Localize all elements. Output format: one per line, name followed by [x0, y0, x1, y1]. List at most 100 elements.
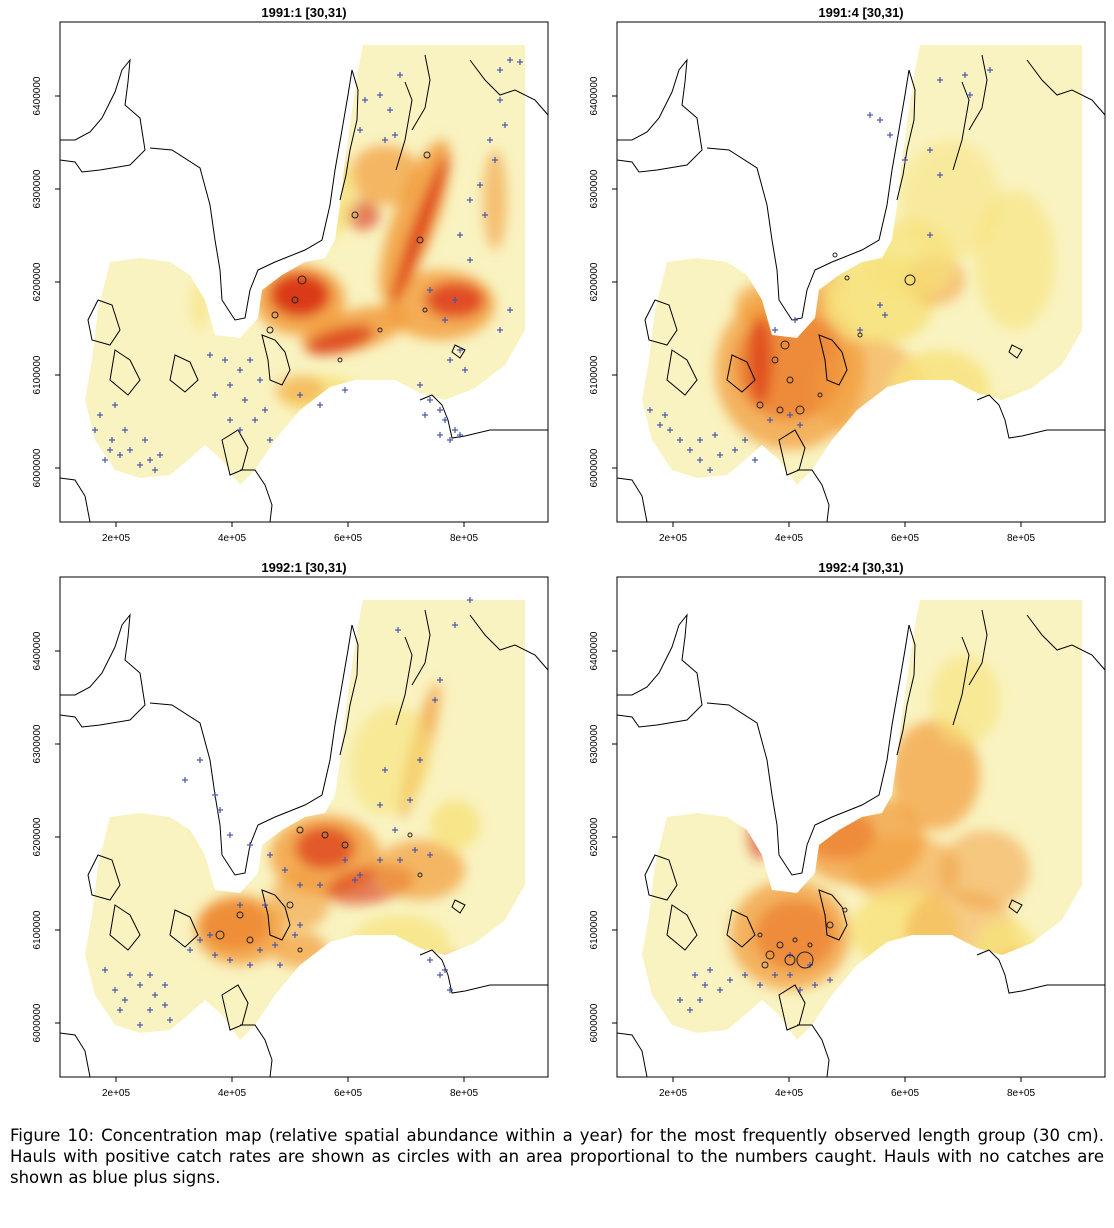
coastline: [778, 984, 806, 1031]
no-catch-plus-icon: [237, 427, 243, 433]
no-catch-plus-icon: [457, 432, 463, 438]
y-tick-label: 6200000: [32, 262, 43, 301]
no-catch-plus-icon: [267, 437, 273, 443]
no-catch-plus-icon: [677, 437, 683, 443]
no-catch-plus-icon: [677, 997, 683, 1003]
plot-frame: [616, 21, 1106, 523]
no-catch-plus-icon: [507, 57, 513, 63]
coastline: [1008, 344, 1023, 359]
no-catch-plus-icon: [297, 882, 303, 888]
concentration-patch: [890, 720, 980, 830]
x-tick-label: 8e+05: [450, 1088, 479, 1099]
no-catch-plus-icon: [462, 367, 468, 373]
catch-circle: [796, 951, 814, 969]
no-catch-plus-icon: [142, 437, 148, 443]
map-panel-1992-4: 1992:4 [30,31) 2e+05 4e+05 6e+05 8e+05 600000…: [557, 555, 1114, 1110]
concentration-patch: [975, 920, 1035, 980]
catch-circle: [817, 392, 823, 398]
catch-circle: [857, 332, 863, 338]
no-catch-plus-icon: [377, 92, 383, 98]
x-tick-label: 6e+05: [891, 533, 920, 544]
y-tick-label: 6400000: [589, 631, 600, 670]
no-catch-plus-icon: [357, 872, 363, 878]
map-svg: 1991:4 [30,31) 2e+05 4e+05 6e+05 8e+05 600000…: [589, 5, 1106, 544]
coastline: [666, 904, 698, 951]
coastline: [109, 904, 141, 951]
no-catch-plus-icon: [772, 972, 778, 978]
no-catch-plus-icon: [137, 462, 143, 468]
no-catch-plus-icon: [882, 312, 888, 318]
coastline: [419, 949, 548, 994]
coastline: [818, 334, 848, 386]
no-catch-plus-icon: [787, 972, 793, 978]
catch-circle: [842, 907, 848, 913]
x-tick-label: 2e+05: [102, 1088, 131, 1099]
catch-circle: [321, 831, 329, 839]
no-catch-plus-icon: [257, 377, 263, 383]
panel-title: 1991:4 [30,31): [818, 5, 903, 20]
no-catch-plus-icon: [117, 1007, 123, 1013]
coastline: [644, 299, 678, 346]
coastline: [616, 1032, 648, 1078]
no-catch-plus-icon: [937, 77, 943, 83]
no-catch-plus-icon: [227, 957, 233, 963]
x-tick-label: 6e+05: [334, 533, 363, 544]
no-catch-plus-icon: [717, 987, 723, 993]
no-catch-plus-icon: [812, 982, 818, 988]
no-catch-plus-icon: [697, 457, 703, 463]
catch-circle: [771, 356, 779, 364]
no-catch-plus-icon: [212, 792, 218, 798]
no-catch-plus-icon: [442, 317, 448, 323]
no-catch-plus-icon: [482, 212, 488, 218]
no-catch-plus-icon: [707, 967, 713, 973]
no-catch-plus-icon: [492, 157, 498, 163]
y-tick-label: 6200000: [589, 262, 600, 301]
coastline: [411, 609, 431, 686]
plot-frame: [59, 576, 549, 1078]
no-catch-plus-icon: [107, 447, 113, 453]
no-catch-plus-icon: [397, 857, 403, 863]
no-catch-plus-icon: [502, 122, 508, 128]
concentration-patch: [350, 145, 420, 205]
no-catch-plus-icon: [207, 932, 213, 938]
no-catch-plus-icon: [122, 427, 128, 433]
no-catch-plus-icon: [452, 622, 458, 628]
catch-circle: [246, 936, 254, 944]
no-catch-plus-icon: [697, 437, 703, 443]
no-catch-plus-icon: [497, 67, 503, 73]
no-catch-plus-icon: [147, 1007, 153, 1013]
no-catch-plus-icon: [297, 392, 303, 398]
no-catch-plus-icon: [297, 922, 303, 928]
concentration-patch: [940, 830, 1030, 910]
coastline: [1026, 614, 1106, 671]
concentration-patch: [997, 950, 1033, 990]
no-catch-plus-icon: [772, 327, 778, 333]
catch-circle: [215, 930, 225, 940]
no-catch-plus-icon: [697, 997, 703, 1003]
no-catch-plus-icon: [927, 232, 933, 238]
no-catch-plus-icon: [467, 597, 473, 603]
no-catch-plus-icon: [277, 962, 283, 968]
no-catch-plus-icon: [362, 97, 368, 103]
coastline: [952, 636, 970, 726]
coastline: [411, 54, 431, 131]
no-catch-plus-icon: [342, 857, 348, 863]
no-catch-plus-icon: [447, 987, 453, 993]
concentration-layer: [190, 139, 507, 415]
no-catch-plus-icon: [97, 412, 103, 418]
no-catch-plus-icon: [262, 407, 268, 413]
coastline: [261, 334, 291, 386]
coastline: [706, 69, 910, 321]
coastline: [339, 624, 359, 756]
no-catch-plus-icon: [395, 627, 401, 633]
no-catch-plus-icon: [137, 1022, 143, 1028]
no-catch-plus-icon: [267, 852, 273, 858]
no-catch-plus-icon: [157, 452, 163, 458]
catch-circle: [776, 941, 784, 949]
coastline: [616, 477, 648, 523]
no-catch-plus-icon: [342, 387, 348, 393]
no-catch-plus-icon: [757, 982, 763, 988]
no-catch-plus-icon: [447, 437, 453, 443]
panel-title: 1991:1 [30,31): [261, 5, 346, 20]
coastline: [968, 609, 988, 686]
